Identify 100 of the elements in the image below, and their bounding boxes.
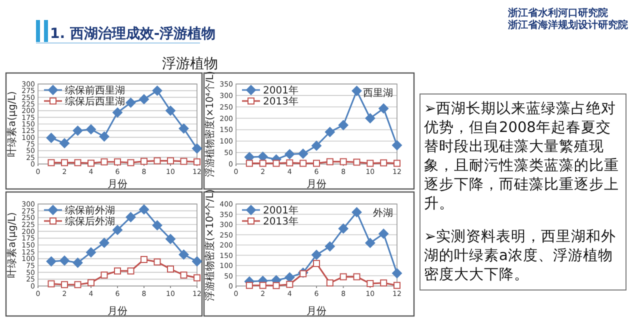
point <box>246 282 253 289</box>
point <box>127 159 134 166</box>
point <box>286 159 294 166</box>
point <box>284 272 295 282</box>
point <box>259 160 266 167</box>
point <box>88 279 94 286</box>
point <box>378 228 389 239</box>
point <box>324 241 335 252</box>
point <box>353 158 360 166</box>
point <box>74 159 82 166</box>
x-axis-title: 月份 <box>306 179 326 190</box>
point <box>126 212 136 222</box>
legend-label: 2013年 <box>263 96 298 108</box>
point <box>312 140 322 151</box>
point <box>127 267 134 274</box>
point <box>178 124 189 134</box>
point <box>114 267 121 274</box>
point <box>340 158 347 166</box>
point <box>154 258 161 266</box>
legend-label: 2001年 <box>263 204 298 216</box>
y-axis-title: 浮游植物密度(×10⁴个/L) <box>204 188 216 301</box>
point <box>352 207 362 218</box>
point <box>60 138 70 148</box>
point <box>338 224 348 234</box>
point <box>365 113 376 124</box>
point <box>86 247 96 258</box>
point <box>167 157 174 164</box>
x-axis-title: 月份 <box>108 179 128 190</box>
point <box>300 160 307 167</box>
point <box>99 238 110 248</box>
x-axis-title: 月份 <box>108 306 128 317</box>
point <box>340 273 347 280</box>
point <box>100 272 108 279</box>
point <box>394 282 400 289</box>
point <box>313 260 320 267</box>
x-axis-title: 月份 <box>306 306 326 317</box>
point <box>100 158 108 166</box>
point <box>46 256 56 266</box>
point <box>48 280 55 288</box>
point <box>88 160 94 167</box>
point <box>324 127 335 137</box>
y-axis-title: 叶绿素a(μg/L) <box>6 91 18 157</box>
point <box>394 160 400 167</box>
point <box>380 159 388 166</box>
legend-label: 2001年 <box>263 84 298 96</box>
point <box>152 220 162 230</box>
point <box>312 250 322 260</box>
point <box>112 224 122 235</box>
point <box>392 268 402 278</box>
point <box>166 106 176 116</box>
point <box>366 160 374 167</box>
point <box>154 157 161 164</box>
text: 浙江省海洋规划设计研究院 <box>507 19 628 31</box>
legend-label: 综保前西里湖 <box>65 84 125 96</box>
point <box>61 281 68 288</box>
point <box>61 159 68 166</box>
legend-label: 2013年 <box>263 216 298 228</box>
point <box>392 140 402 150</box>
point <box>152 86 162 96</box>
point <box>194 158 200 166</box>
point <box>378 103 389 114</box>
point <box>99 132 110 142</box>
point <box>326 279 334 286</box>
point <box>272 160 280 167</box>
point <box>313 160 320 167</box>
legend-label: 综保前外湖 <box>65 204 115 216</box>
point <box>353 273 360 280</box>
point <box>140 256 148 263</box>
point <box>192 256 202 266</box>
text: 浙江省水利河口研究院 <box>507 7 608 19</box>
point <box>286 280 294 288</box>
point <box>46 132 56 143</box>
point <box>60 256 70 266</box>
point <box>139 204 149 214</box>
point <box>338 120 348 130</box>
point <box>140 158 148 165</box>
point <box>114 158 121 166</box>
point <box>178 250 189 260</box>
legend-label: 综保后外湖 <box>65 216 115 228</box>
point <box>86 124 96 134</box>
point <box>112 108 122 118</box>
point <box>259 282 266 289</box>
point <box>298 148 308 159</box>
annotation: 西里湖 <box>363 87 393 99</box>
text: ➢西湖长期以来蓝绿藻占绝对优势，但自2008年起春夏交替时段出现硅藻大量繁殖现象，且耐污性藻类蓝藻的比重逐步下降，而硅藻比重逐步上升。 <box>424 100 620 214</box>
point <box>246 160 253 167</box>
point <box>180 272 188 279</box>
point <box>48 159 55 166</box>
point <box>365 238 376 248</box>
point <box>126 98 136 108</box>
point <box>167 266 174 273</box>
point <box>352 86 362 96</box>
annotation: 外湖 <box>373 207 393 219</box>
point <box>326 158 334 166</box>
point <box>72 258 83 268</box>
point <box>194 274 200 282</box>
legend-label: 综保后西里湖 <box>65 96 125 108</box>
point <box>72 126 83 136</box>
point <box>380 279 388 286</box>
point <box>74 281 82 288</box>
